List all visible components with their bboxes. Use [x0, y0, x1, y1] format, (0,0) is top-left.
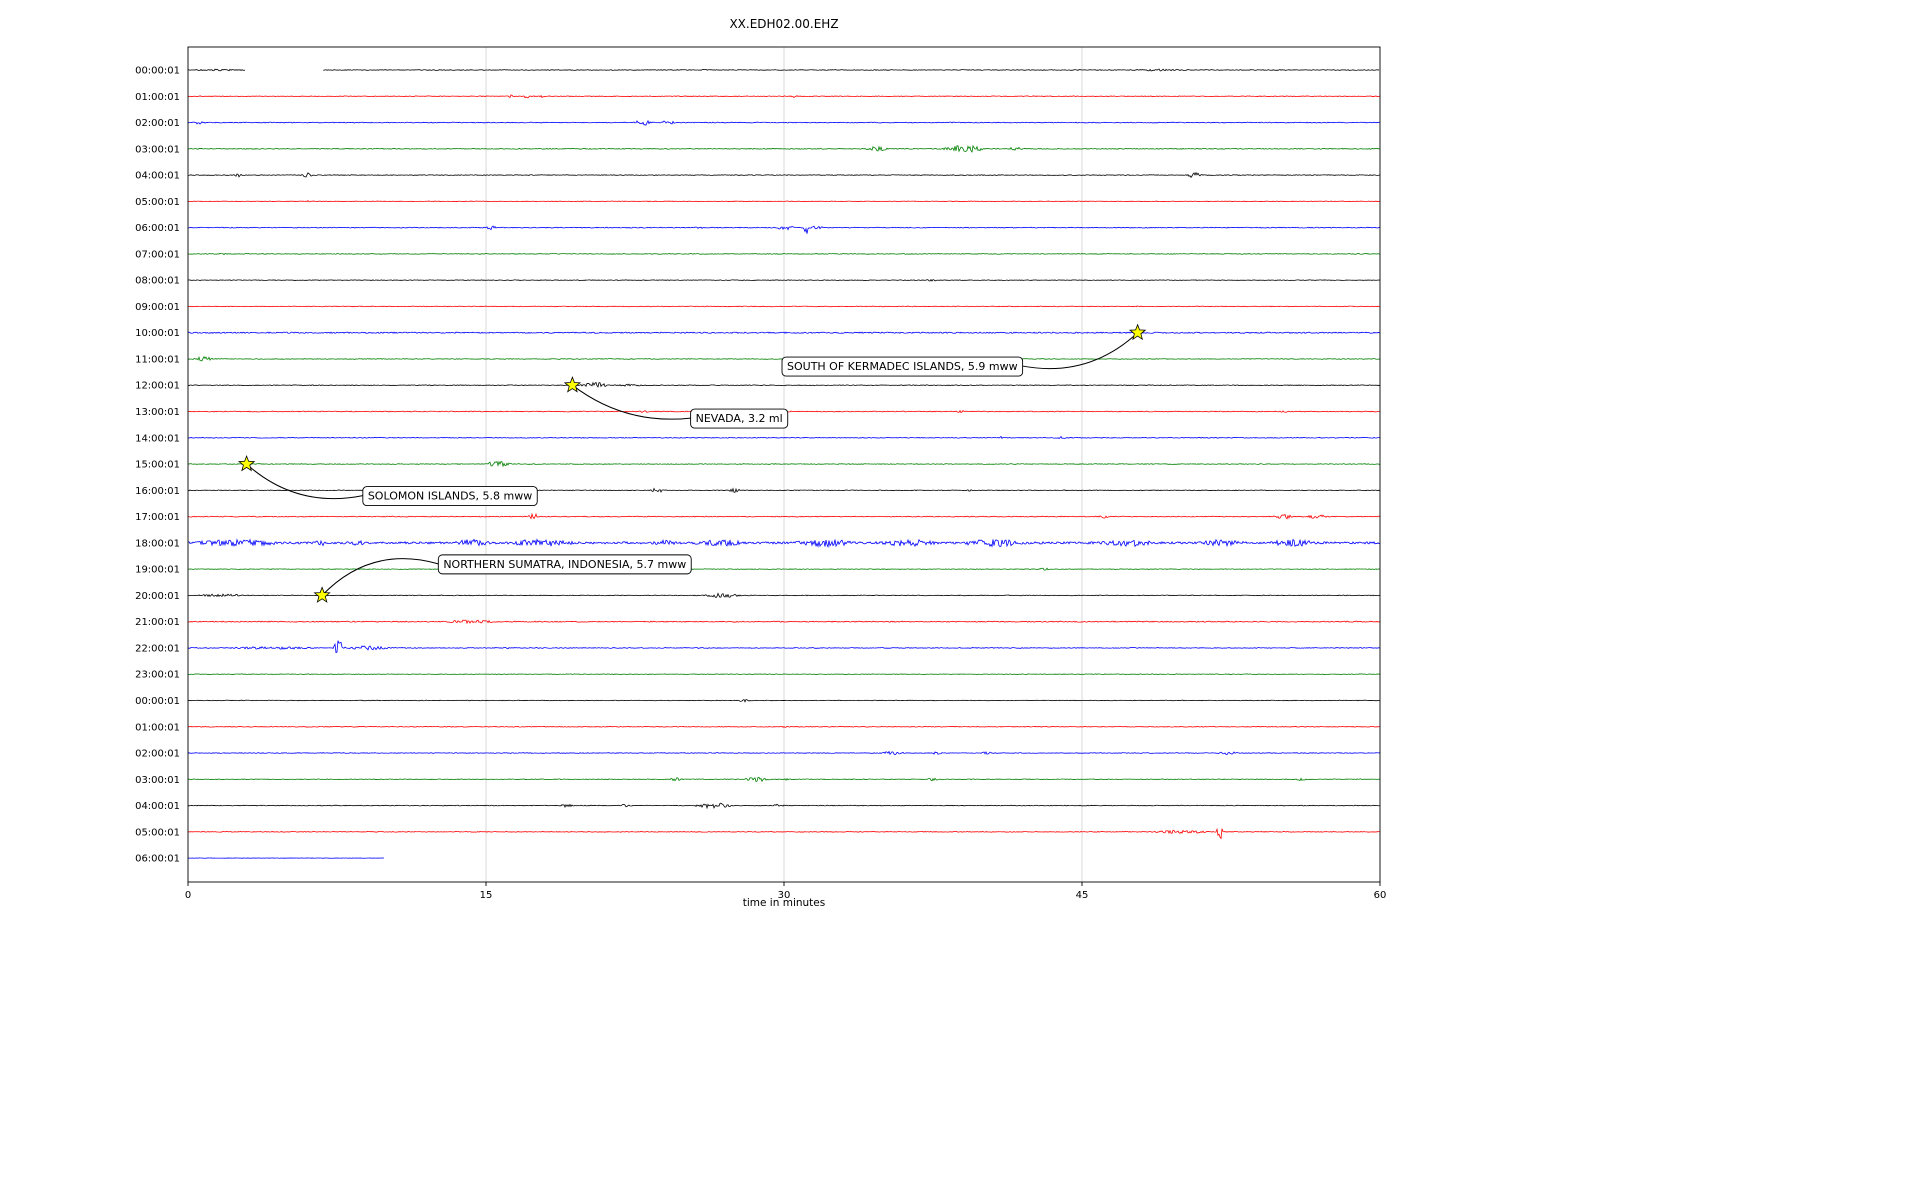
event-annotation: NORTHERN SUMATRA, INDONESIA, 5.7 mww	[321, 554, 692, 596]
row-time-label: 00:00:01	[135, 66, 180, 77]
trace-row	[187, 592, 1381, 599]
trace-row	[187, 776, 1381, 783]
event-label: NORTHERN SUMATRA, INDONESIA, 5.7 mww	[443, 558, 686, 571]
trace-row	[187, 200, 1381, 203]
event-annotation: SOUTH OF KERMADEC ISLANDS, 5.9 mww	[781, 332, 1138, 377]
x-tick-label: 15	[480, 890, 493, 901]
x-tick-label: 30	[778, 890, 791, 901]
trace-row	[187, 538, 1381, 549]
trace-row	[187, 144, 1381, 153]
event-leader-line	[1022, 332, 1138, 369]
trace-row	[187, 305, 1381, 308]
row-time-label: 13:00:01	[135, 407, 180, 418]
event-label-box	[690, 408, 789, 429]
x-tick-label: 60	[1374, 890, 1387, 901]
row-time-label: 14:00:01	[135, 433, 180, 444]
trace-row	[187, 802, 1381, 810]
trace-row	[187, 725, 1381, 728]
trace-row	[187, 225, 1381, 234]
x-tick-label: 0	[185, 890, 191, 901]
event-star-icon	[563, 376, 582, 393]
event-label-box	[781, 356, 1024, 377]
row-time-label: 18:00:01	[135, 538, 180, 549]
event-label-box	[437, 554, 692, 575]
row-time-label: 02:00:01	[135, 749, 180, 760]
x-tick-label: 45	[1076, 890, 1089, 901]
row-time-label: 11:00:01	[135, 354, 180, 365]
event-leader-line	[321, 558, 439, 596]
trace-row	[187, 435, 1381, 440]
event-annotation: NEVADA, 3.2 ml	[572, 384, 789, 429]
row-time-label: 04:00:01	[135, 171, 180, 182]
row-time-label: 16:00:01	[135, 486, 180, 497]
trace-row	[187, 750, 1381, 756]
row-time-label: 02:00:01	[135, 118, 180, 129]
row-time-label: 17:00:01	[135, 512, 180, 523]
trace-row	[187, 381, 1381, 388]
x-axis-label: time in minutes	[742, 897, 826, 909]
row-time-label: 06:00:01	[135, 854, 180, 865]
trace-row	[187, 699, 1381, 703]
event-star-icon	[237, 454, 256, 472]
row-time-label: 15:00:01	[135, 460, 180, 471]
row-time-label: 05:00:01	[135, 827, 180, 838]
trace-row	[187, 331, 1381, 334]
event-star-icon	[313, 586, 331, 603]
row-time-label: 22:00:01	[135, 643, 180, 654]
trace-row	[187, 673, 1381, 675]
row-time-label: 03:00:01	[135, 144, 180, 155]
trace-row	[187, 119, 1381, 126]
event-annotation: SOLOMON ISLANDS, 5.8 mww	[246, 463, 538, 507]
event-star-icon	[1128, 323, 1147, 341]
row-time-label: 03:00:01	[135, 775, 180, 786]
row-time-label: 05:00:01	[135, 197, 180, 208]
event-leader-line	[572, 384, 691, 420]
row-time-label: 07:00:01	[135, 249, 180, 260]
trace-row	[187, 171, 1381, 179]
trace-row	[187, 278, 1381, 282]
row-time-label: 00:00:01	[135, 696, 180, 707]
trace-row	[187, 827, 1381, 840]
row-time-label: 19:00:01	[135, 565, 180, 576]
event-label-box	[362, 486, 538, 507]
chart-title: XX.EDH02.00.EHZ	[729, 17, 839, 31]
row-time-label: 12:00:01	[135, 381, 180, 392]
row-time-label: 04:00:01	[135, 801, 180, 812]
trace-row	[187, 253, 1381, 256]
trace-row	[187, 68, 1380, 72]
trace-row	[187, 619, 1381, 625]
event-label: SOLOMON ISLANDS, 5.8 mww	[368, 490, 532, 503]
trace-row	[187, 94, 1381, 99]
row-time-label: 09:00:01	[135, 302, 180, 313]
row-time-label: 10:00:01	[135, 328, 180, 339]
trace-row	[187, 512, 1381, 520]
trace-row	[187, 567, 1381, 571]
row-time-label: 01:00:01	[135, 722, 180, 733]
event-leader-line	[246, 463, 363, 500]
row-time-label: 23:00:01	[135, 670, 180, 681]
event-label: NEVADA, 3.2 ml	[696, 412, 783, 425]
trace-row	[187, 460, 1381, 468]
row-time-label: 06:00:01	[135, 223, 180, 234]
trace-row	[187, 640, 1381, 654]
row-time-label: 20:00:01	[135, 591, 180, 602]
row-time-label: 08:00:01	[135, 276, 180, 287]
row-time-label: 01:00:01	[135, 92, 180, 103]
row-time-label: 21:00:01	[135, 617, 180, 628]
event-label: SOUTH OF KERMADEC ISLANDS, 5.9 mww	[787, 360, 1018, 373]
